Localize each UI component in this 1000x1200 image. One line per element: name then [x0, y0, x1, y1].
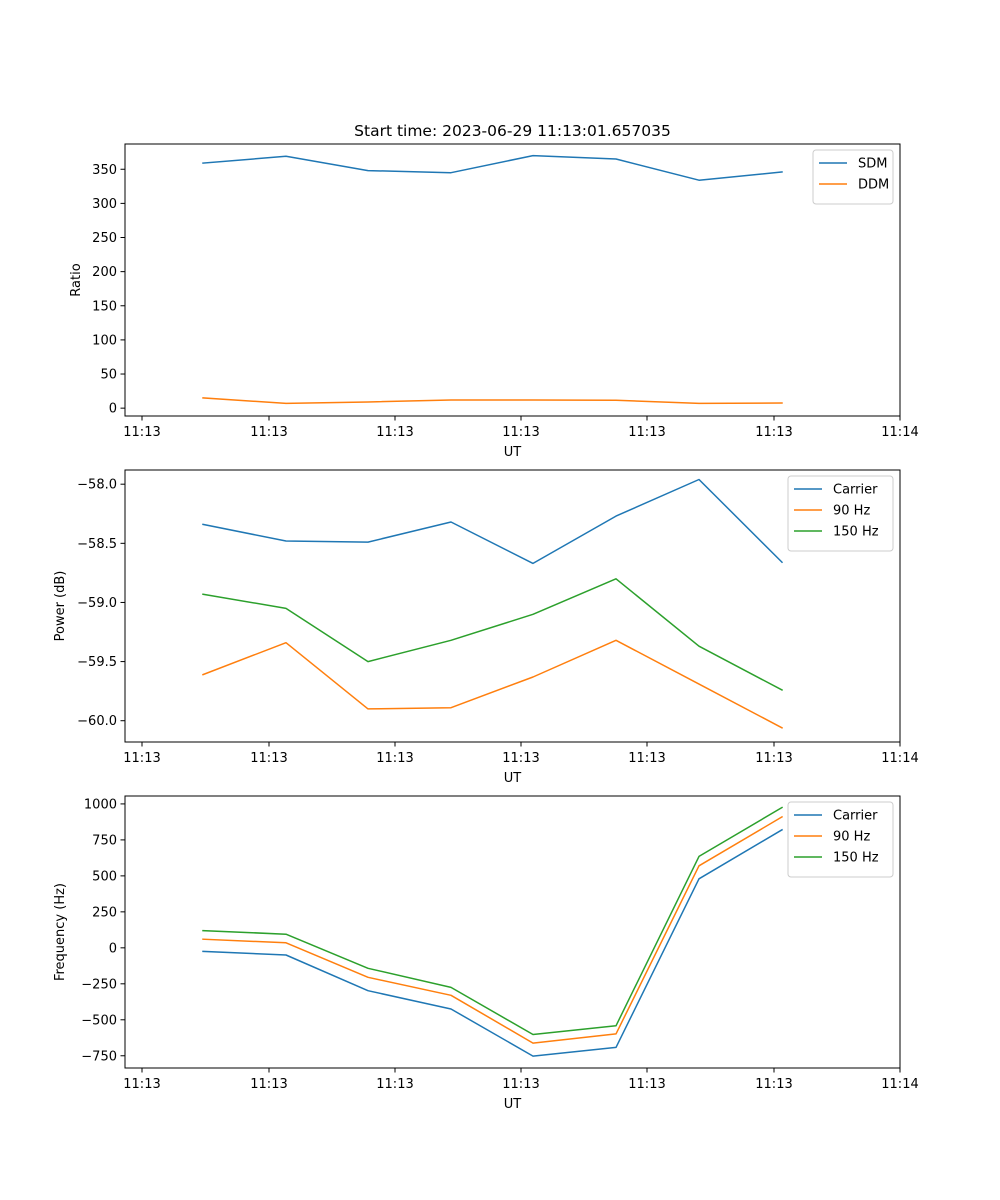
series-line-90-hz	[202, 815, 784, 1044]
y-axis-label: Ratio	[69, 263, 84, 296]
x-tick-label: 11:14	[881, 1077, 918, 1092]
y-tick-label: 350	[92, 163, 117, 178]
legend: Carrier 90 Hz 150 Hz	[787, 801, 894, 878]
subplot-1: 11:13 11:13 11:13 11:13 11:13 11:13 11:14 0 50 10…	[69, 143, 919, 460]
legend-frame	[787, 475, 894, 552]
figure-title: Start time: 2023-06-29 11:13:01.657035	[354, 122, 671, 140]
x-tick-label: 11:13	[123, 425, 160, 440]
legend-label: 150 Hz	[833, 851, 879, 866]
legend-label: DDM	[858, 178, 889, 193]
y-tick-label: 1000	[84, 797, 117, 812]
y-tick-label: 500	[92, 869, 117, 884]
axes-frame	[124, 143, 901, 417]
series-line-carrier	[202, 828, 784, 1057]
x-tick-label: 11:13	[502, 751, 539, 766]
legend-label: 90 Hz	[833, 504, 870, 519]
series-line-sdm	[202, 154, 783, 181]
y-tick-label: −750	[81, 1049, 117, 1064]
y-tick-label: −250	[81, 977, 117, 992]
x-tick-label: 11:13	[376, 425, 413, 440]
x-tick-label: 11:13	[502, 425, 539, 440]
axes-frame	[124, 469, 901, 743]
legend-label: Carrier	[833, 809, 878, 824]
subplot-3: 11:13 11:13 11:13 11:13 11:13 11:13 11:14 −750 −…	[53, 795, 919, 1112]
y-tick-label: 0	[109, 941, 117, 956]
legend-label: 150 Hz	[833, 525, 879, 540]
legend-label: Carrier	[833, 483, 878, 498]
y-tick-label: 750	[92, 833, 117, 848]
axes-frame	[124, 795, 901, 1069]
x-tick-label: 11:13	[755, 425, 792, 440]
series-line-150-hz	[202, 578, 784, 692]
x-tick-label: 11:13	[376, 1077, 413, 1092]
y-tick-label: 0	[109, 402, 117, 417]
legend: SDM DDM	[812, 149, 894, 205]
y-tick-label: −58.5	[77, 537, 117, 552]
x-tick-label: 11:13	[250, 1077, 287, 1092]
x-tick-label: 11:13	[628, 425, 665, 440]
y-tick-label: −58.0	[77, 478, 117, 493]
y-tick-label: 200	[92, 265, 117, 280]
y-tick-label: 150	[92, 299, 117, 314]
x-tick-label: 11:14	[881, 425, 918, 440]
subplots: 11:13 11:13 11:13 11:13 11:13 11:13 11:14 0 50 10…	[53, 143, 919, 1112]
x-tick-label: 11:13	[502, 1077, 539, 1092]
x-tick-label: 11:13	[123, 1077, 160, 1092]
x-tick-label: 11:13	[755, 751, 792, 766]
x-tick-label: 11:13	[250, 425, 287, 440]
y-tick-label: 100	[92, 333, 117, 348]
y-axis-label: Power (dB)	[53, 571, 68, 642]
x-tick-label: 11:13	[123, 751, 160, 766]
x-axis-label: UT	[504, 771, 522, 786]
x-tick-label: 11:13	[755, 1077, 792, 1092]
x-tick-label: 11:13	[376, 751, 413, 766]
x-tick-label: 11:14	[881, 751, 918, 766]
y-tick-label: 250	[92, 231, 117, 246]
legend-label: 90 Hz	[833, 830, 870, 845]
series-line-ddm	[202, 397, 783, 405]
legend-label: SDM	[858, 157, 887, 172]
y-tick-label: 250	[92, 905, 117, 920]
y-tick-label: −59.5	[77, 655, 117, 670]
y-tick-label: 300	[92, 197, 117, 212]
y-tick-label: −60.0	[77, 714, 117, 729]
x-axis-label: UT	[504, 445, 522, 460]
legend: Carrier 90 Hz 150 Hz	[787, 475, 894, 552]
subplot-2: 11:13 11:13 11:13 11:13 11:13 11:13 11:14 −60.0…	[53, 469, 919, 786]
x-tick-label: 11:13	[250, 751, 287, 766]
series-line-carrier	[202, 478, 784, 565]
y-tick-label: 50	[100, 368, 117, 383]
y-tick-label: −59.0	[77, 596, 117, 611]
series-line-150-hz	[202, 806, 784, 1036]
series-line-90-hz	[202, 639, 784, 729]
x-tick-label: 11:13	[628, 1077, 665, 1092]
x-tick-label: 11:13	[628, 751, 665, 766]
legend-frame	[787, 801, 894, 878]
x-axis-label: UT	[504, 1097, 522, 1112]
y-axis-label: Frequency (Hz)	[53, 883, 68, 981]
y-tick-label: −500	[81, 1013, 117, 1028]
